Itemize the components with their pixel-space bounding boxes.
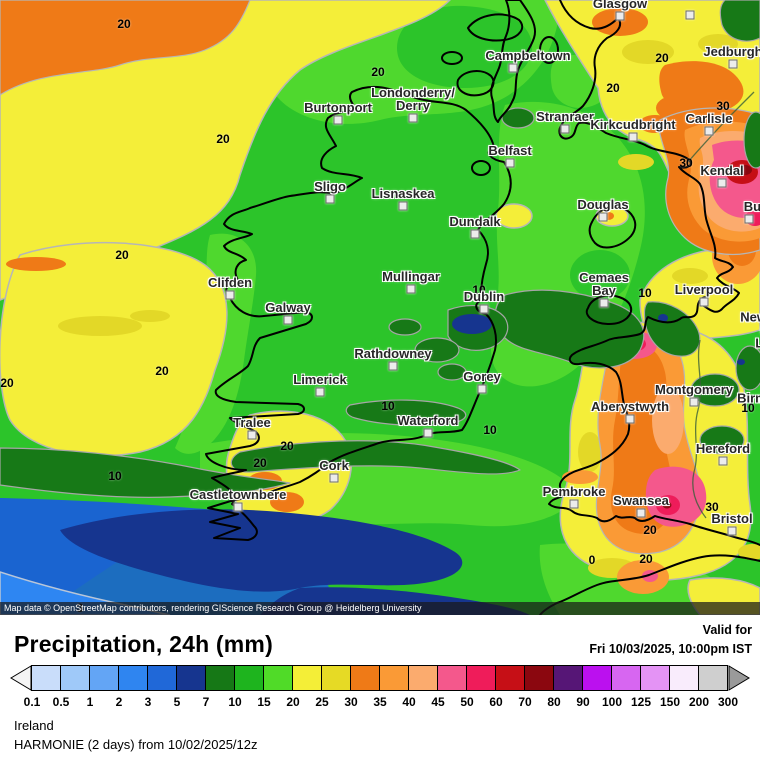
region-label: Ireland	[14, 718, 54, 733]
scale-tick-150: 150	[659, 695, 681, 709]
rain-band-7-10	[0, 0, 760, 498]
scale-tick-2: 2	[115, 695, 123, 709]
precipitation-map[interactable]: 20 20 20 20 20 30 30 20 20 20 10 20 20 10 10 10 10 20 20 30…	[0, 0, 760, 615]
scale-tick-labels: 0.1 0.5 1 2 3 5 7 10 15 20 25 30 35 40 45 50 60 70 80 90 100…	[10, 695, 750, 711]
rain-band-25-30	[58, 34, 760, 578]
scale-tick-7: 7	[202, 695, 210, 709]
scale-cell-60	[495, 665, 525, 691]
scale-tick-80: 80	[547, 695, 561, 709]
scale-left-arrow-icon	[10, 665, 32, 691]
scale-cell-30	[350, 665, 380, 691]
scale-tick-10: 10	[228, 695, 242, 709]
scale-tick-15: 15	[257, 695, 271, 709]
scale-tick-0.5: 0.5	[52, 695, 70, 709]
scale-cell-125	[640, 665, 670, 691]
scale-cell-7	[205, 665, 235, 691]
scale-tick-40: 40	[402, 695, 416, 709]
scale-cell-150	[669, 665, 699, 691]
model-run-label: HARMONIE (2 days) from 10/02/2025/12z	[14, 737, 258, 752]
scale-tick-3: 3	[144, 695, 152, 709]
scale-tick-5: 5	[173, 695, 181, 709]
scale-cell-70	[524, 665, 554, 691]
scale-tick-90: 90	[576, 695, 590, 709]
scale-cell-1	[89, 665, 119, 691]
coastlines	[205, 0, 760, 615]
scale-cell-80	[553, 665, 583, 691]
scale-cell-35	[379, 665, 409, 691]
scale-cell-0.5	[60, 665, 90, 691]
precipitation-field-svg	[0, 0, 760, 615]
scale-cell-100	[611, 665, 641, 691]
scale-cell-2	[118, 665, 148, 691]
scale-cell-5	[176, 665, 206, 691]
scale-cell-45	[437, 665, 467, 691]
border-lines	[687, 91, 755, 519]
valid-label: Valid for	[702, 623, 752, 637]
page-title: Precipitation, 24h (mm)	[14, 631, 273, 657]
scale-cell-40	[408, 665, 438, 691]
scale-tick-1: 1	[86, 695, 94, 709]
scale-tick-20: 20	[286, 695, 300, 709]
scale-cell-10	[234, 665, 264, 691]
scale-cell-0.1	[31, 665, 61, 691]
scale-cells	[31, 665, 728, 691]
scale-cell-15	[263, 665, 293, 691]
scale-tick-70: 70	[518, 695, 532, 709]
scale-cell-3	[147, 665, 177, 691]
scale-tick-50: 50	[460, 695, 474, 709]
scale-right-arrow-icon	[728, 665, 750, 691]
valid-time: Valid for Fri 10/03/2025, 10:00pm IST	[589, 621, 752, 659]
scale-cell-50	[466, 665, 496, 691]
map-attribution: Map data © OpenStreetMap contributors, r…	[0, 602, 760, 615]
color-scale	[10, 665, 750, 691]
scale-tick-200: 200	[688, 695, 710, 709]
scale-tick-125: 125	[630, 695, 652, 709]
legend-panel: Precipitation, 24h (mm) Valid for Fri 10…	[0, 615, 760, 760]
scale-tick-60: 60	[489, 695, 503, 709]
scale-tick-35: 35	[373, 695, 387, 709]
scale-cell-25	[321, 665, 351, 691]
scale-tick-30: 30	[344, 695, 358, 709]
scale-tick-25: 25	[315, 695, 329, 709]
scale-tick-0.1: 0.1	[23, 695, 41, 709]
scale-cell-20	[292, 665, 322, 691]
scale-cell-200	[698, 665, 728, 691]
valid-datetime: Fri 10/03/2025, 10:00pm IST	[589, 641, 752, 656]
scale-tick-45: 45	[431, 695, 445, 709]
scale-tick-300: 300	[717, 695, 739, 709]
scale-cell-90	[582, 665, 612, 691]
scale-tick-100: 100	[601, 695, 623, 709]
